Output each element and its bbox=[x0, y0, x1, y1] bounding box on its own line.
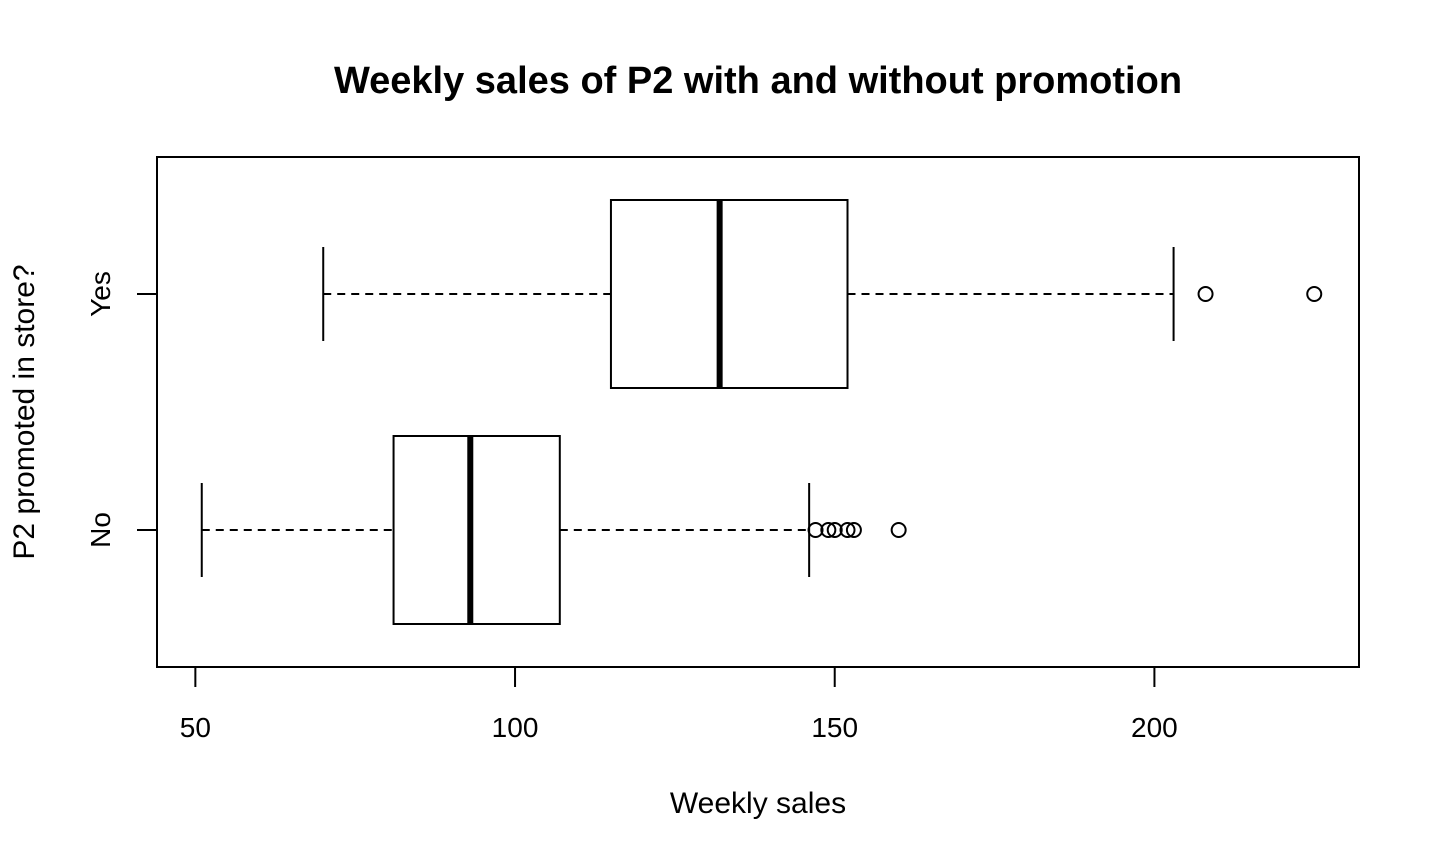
outlier-yes bbox=[1306, 286, 1323, 302]
x-tick-label: 200 bbox=[1131, 712, 1178, 743]
box-no bbox=[392, 435, 561, 625]
chart-title: Weekly sales of P2 with and without prom… bbox=[334, 60, 1182, 102]
outlier-no bbox=[845, 522, 862, 538]
outlier-no bbox=[890, 522, 907, 538]
x-tick-label: 100 bbox=[492, 712, 539, 743]
plot-frame bbox=[156, 156, 1360, 668]
y-tick-label-yes: Yes bbox=[85, 271, 116, 317]
y-tick-label-no: No bbox=[85, 512, 116, 548]
x-tick-label: 50 bbox=[180, 712, 211, 743]
outlier-no bbox=[820, 522, 837, 538]
box-yes bbox=[609, 199, 849, 389]
x-axis-label: Weekly sales bbox=[670, 787, 846, 820]
outlier-no bbox=[807, 522, 824, 538]
outlier-no bbox=[826, 522, 843, 538]
outlier-no bbox=[839, 522, 856, 538]
y-axis-label: P2 promoted in store? bbox=[8, 264, 41, 559]
x-tick-label: 150 bbox=[811, 712, 858, 743]
outlier-yes bbox=[1197, 286, 1214, 302]
